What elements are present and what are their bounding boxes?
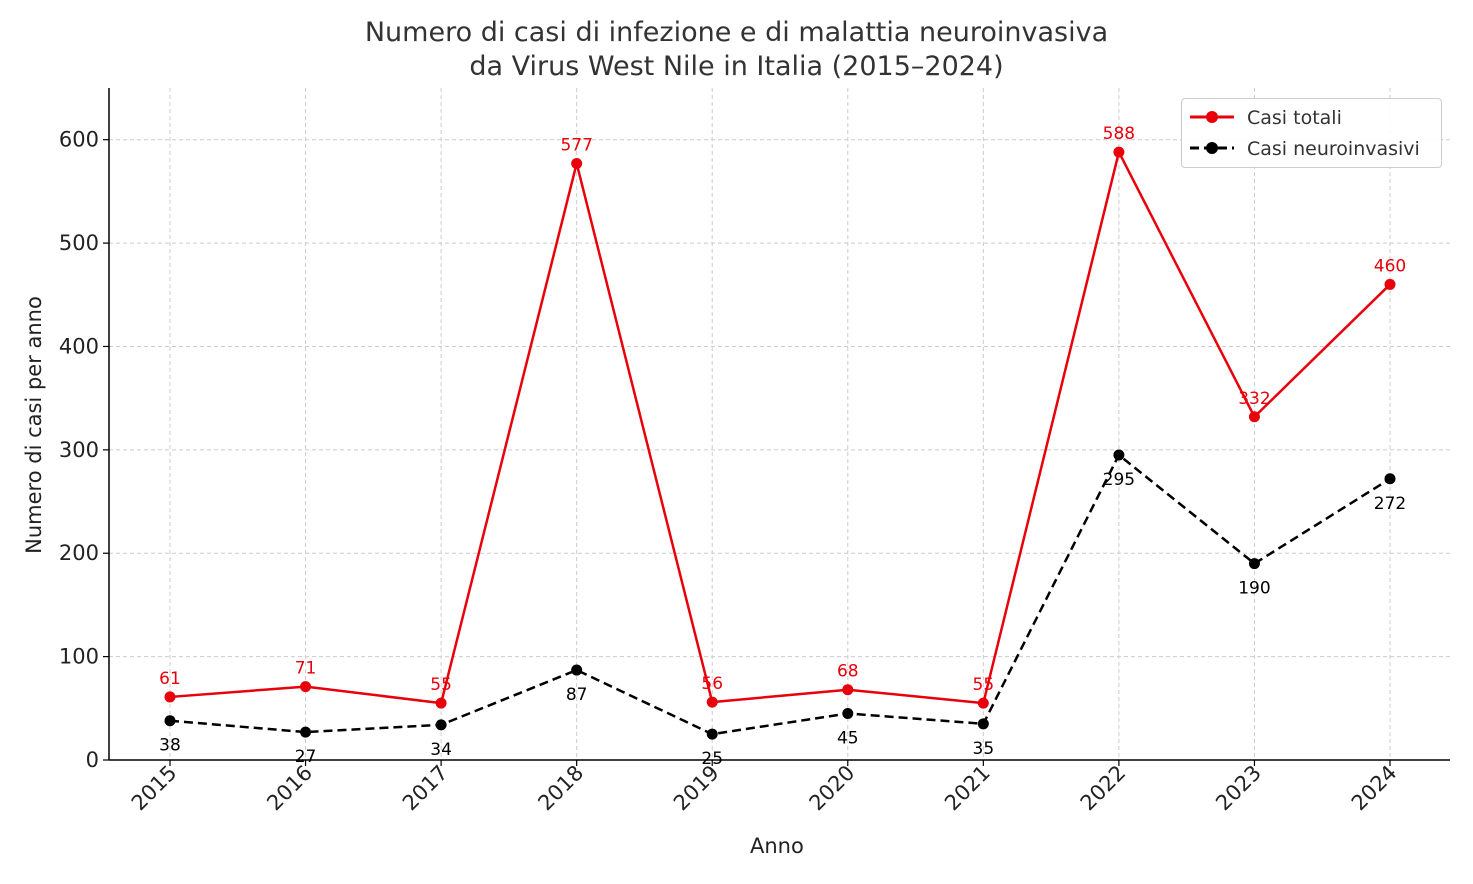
data-label-s0-4: 56 — [701, 674, 723, 694]
data-label-s0-6: 55 — [973, 675, 995, 695]
legend: Casi totali Casi neuroinvasivi — [1181, 98, 1442, 168]
x-tick-label-6: 2021 — [940, 761, 995, 816]
series-line-0 — [169, 150, 1391, 705]
data-label-s0-3: 577 — [560, 135, 592, 155]
data-point-s0-6 — [977, 697, 989, 709]
data-label-s1-9: 272 — [1374, 494, 1406, 514]
data-label-s1-3: 87 — [566, 685, 588, 705]
y-tick-label-5: 500 — [59, 231, 99, 255]
data-label-s0-2: 55 — [430, 675, 452, 695]
data-point-s1-3 — [571, 664, 583, 676]
data-point-s0-9 — [1384, 278, 1396, 290]
y-tick-label-0: 0 — [86, 748, 99, 772]
data-point-s0-5 — [842, 684, 854, 696]
x-tick-label-0: 2015 — [127, 761, 182, 816]
legend-swatch-totali — [1190, 111, 1234, 123]
data-point-s0-2 — [435, 697, 447, 709]
data-point-s0-4 — [706, 696, 718, 708]
legend-item-neuroinvasivi: Casi neuroinvasivi — [1182, 134, 1441, 164]
legend-item-totali: Casi totali — [1182, 103, 1441, 133]
y-tick-label-3: 300 — [59, 438, 99, 462]
x-tick-label-7: 2022 — [1076, 761, 1131, 816]
data-point-s1-8 — [1248, 558, 1260, 570]
y-axis-label: Numero di casi per anno — [22, 296, 46, 554]
data-point-s1-2 — [435, 719, 447, 731]
data-label-s0-7: 588 — [1103, 124, 1135, 144]
data-label-s0-9: 460 — [1374, 256, 1406, 276]
data-label-s1-1: 27 — [295, 747, 317, 767]
x-tick-label-9: 2024 — [1347, 761, 1402, 816]
data-label-s1-2: 34 — [430, 740, 452, 760]
series-line-1 — [169, 453, 1391, 736]
y-tick-label-6: 600 — [59, 128, 99, 152]
x-axis-label: Anno — [750, 834, 804, 858]
legend-label-neuroinvasivi: Casi neuroinvasivi — [1247, 138, 1420, 160]
x-tick-label-8: 2023 — [1211, 761, 1266, 816]
data-point-s1-5 — [842, 707, 854, 719]
data-point-s0-8 — [1248, 411, 1260, 423]
data-label-s1-6: 35 — [973, 739, 995, 759]
data-point-s1-6 — [977, 718, 989, 730]
x-tick-label-2: 2017 — [398, 761, 453, 816]
y-tick-label-1: 100 — [59, 645, 99, 669]
data-point-s0-3 — [571, 157, 583, 169]
chart-title: Numero di casi di infezione e di malatti… — [364, 17, 1109, 48]
x-tick-label-1: 2016 — [262, 761, 317, 816]
x-tick-label-3: 2018 — [533, 761, 588, 816]
y-tick-label-4: 400 — [59, 334, 99, 358]
data-point-s1-0 — [164, 715, 176, 727]
data-label-s0-5: 68 — [837, 662, 859, 682]
data-label-s1-8: 190 — [1238, 579, 1270, 599]
x-tick-label-5: 2020 — [805, 761, 860, 816]
data-point-s1-4 — [706, 728, 718, 740]
data-point-s1-1 — [300, 726, 312, 738]
chart-subtitle: da Virus West Nile in Italia (2015–2024) — [469, 51, 1004, 82]
data-label-s1-4: 25 — [701, 749, 723, 769]
data-label-s0-8: 332 — [1238, 389, 1270, 409]
data-point-s0-7 — [1113, 146, 1125, 158]
data-point-s1-9 — [1384, 473, 1396, 485]
data-label-s0-0: 61 — [159, 669, 181, 689]
data-point-s0-1 — [300, 681, 312, 693]
data-label-s1-5: 45 — [837, 728, 859, 748]
legend-label-totali: Casi totali — [1247, 107, 1342, 129]
data-point-s0-0 — [164, 691, 176, 703]
y-tick-label-2: 200 — [59, 541, 99, 565]
legend-swatch-neuroinvasivi — [1190, 142, 1234, 154]
data-point-s1-7 — [1113, 449, 1125, 461]
data-label-s1-7: 295 — [1103, 470, 1135, 490]
data-label-s0-1: 71 — [295, 659, 317, 679]
data-label-s1-0: 38 — [159, 736, 181, 756]
